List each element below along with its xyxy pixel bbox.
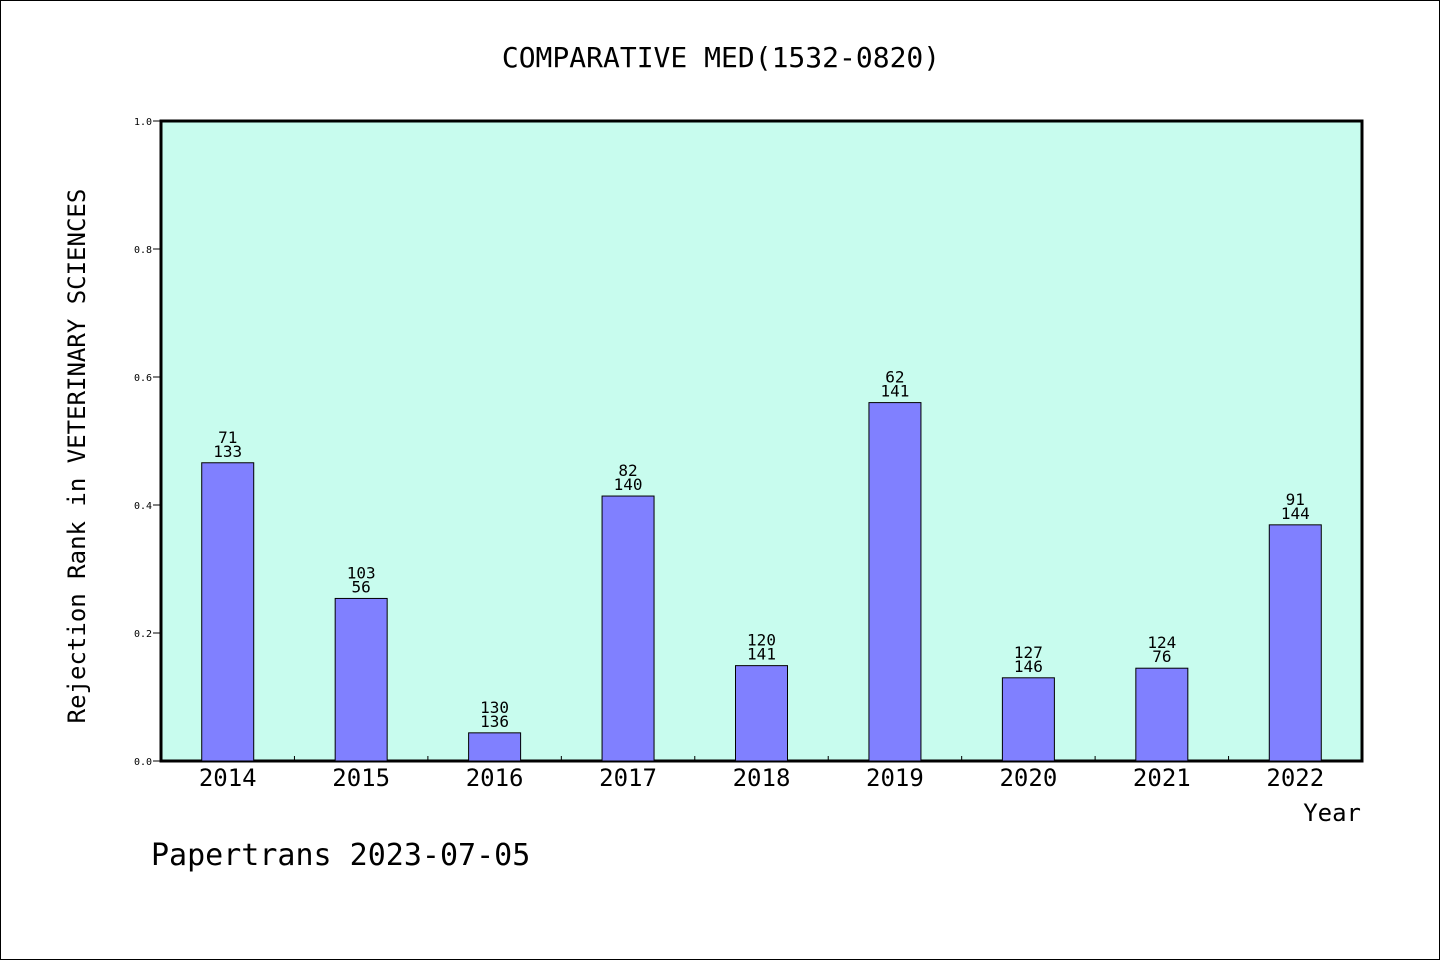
bar-label-top: 62 [885, 368, 904, 387]
x-tick-label: 2018 [733, 764, 791, 792]
footer-text: Papertrans 2023-07-05 [151, 838, 530, 873]
y-tick-label: 0.8 [134, 245, 152, 256]
bar-2019 [868, 402, 922, 762]
x-tick-label: 2015 [332, 764, 390, 792]
bar-label-top: 124 [1147, 633, 1176, 652]
bar-label-bottom: 76 [1152, 647, 1171, 666]
x-tick-label: 2014 [199, 764, 257, 792]
x-tick-label: 2022 [1266, 764, 1324, 792]
bar-2021 [1135, 667, 1189, 762]
x-axis-label: Year [1303, 799, 1361, 827]
bar-2017 [601, 495, 655, 762]
y-tick-label: 0.0 [134, 757, 152, 768]
y-tick-label: 0.4 [134, 501, 152, 512]
bar-2014 [201, 462, 255, 762]
bar-label-top: 120 [747, 631, 776, 650]
bar-label-bottom: 56 [352, 577, 371, 596]
bar-label-bottom: 136 [480, 712, 509, 731]
bar-2020 [1001, 677, 1055, 762]
bar-2022 [1268, 524, 1322, 762]
x-tick-label: 2019 [866, 764, 924, 792]
bar-label-top: 127 [1014, 643, 1043, 662]
x-tick-label: 2021 [1133, 764, 1191, 792]
x-tick-label: 2016 [466, 764, 524, 792]
bar-label-top: 71 [218, 428, 237, 447]
bar-label-bottom: 140 [614, 475, 643, 494]
chart-title: COMPARATIVE MED(1532-0820) [502, 41, 940, 74]
y-axis-label: Rejection Rank in VETERINARY SCIENCES [63, 189, 91, 724]
y-tick-label: 1.0 [134, 117, 152, 128]
bar-label-top: 130 [480, 698, 509, 717]
bar-label-top: 82 [618, 461, 637, 480]
bar-label-top: 91 [1286, 490, 1305, 509]
bar-2015 [334, 597, 388, 762]
x-tick-label: 2017 [599, 764, 657, 792]
bar-label-bottom: 146 [1014, 657, 1043, 676]
y-tick-label: 0.2 [134, 629, 152, 640]
bar-label-bottom: 141 [880, 382, 909, 401]
bar-label-top: 103 [347, 563, 376, 582]
bar-label-bottom: 141 [747, 645, 776, 664]
x-tick-label: 2020 [999, 764, 1057, 792]
y-tick-label: 0.6 [134, 373, 152, 384]
bar-label-bottom: 144 [1281, 504, 1310, 523]
bar-label-bottom: 133 [213, 442, 242, 461]
bar-2018 [735, 665, 788, 762]
bar-2016 [468, 732, 522, 762]
